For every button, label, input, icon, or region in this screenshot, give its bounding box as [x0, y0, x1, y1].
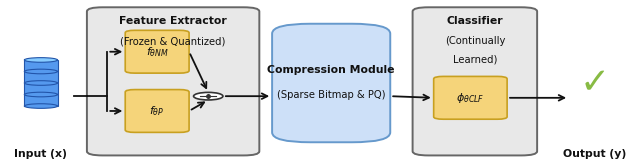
Ellipse shape	[24, 92, 58, 97]
Circle shape	[193, 92, 223, 100]
Text: Output (y): Output (y)	[563, 149, 626, 159]
Text: Learned): Learned)	[452, 54, 497, 64]
FancyBboxPatch shape	[125, 30, 189, 73]
Text: $f_{\theta NM}$: $f_{\theta NM}$	[146, 45, 169, 59]
Ellipse shape	[24, 69, 58, 74]
Text: Feature Extractor: Feature Extractor	[119, 16, 227, 26]
Ellipse shape	[24, 58, 58, 62]
Text: ✓: ✓	[579, 66, 610, 100]
Text: $f_{\theta P}$: $f_{\theta P}$	[150, 104, 165, 118]
Text: $\phi_{\theta CLF}$: $\phi_{\theta CLF}$	[456, 91, 484, 105]
FancyBboxPatch shape	[413, 7, 537, 155]
Text: (Sparse Bitmap & PQ): (Sparse Bitmap & PQ)	[277, 89, 385, 100]
FancyBboxPatch shape	[87, 7, 259, 155]
FancyBboxPatch shape	[434, 76, 507, 119]
Text: Input (x): Input (x)	[15, 149, 67, 159]
Text: (Continually: (Continually	[445, 36, 505, 46]
Ellipse shape	[24, 81, 58, 85]
Text: Compression Module: Compression Module	[268, 65, 395, 75]
FancyBboxPatch shape	[272, 24, 390, 142]
Text: (Frozen & Quantized): (Frozen & Quantized)	[120, 36, 226, 46]
Text: Classifier: Classifier	[447, 16, 503, 26]
Bar	[24, 60, 58, 106]
Ellipse shape	[24, 104, 58, 108]
FancyBboxPatch shape	[125, 90, 189, 132]
